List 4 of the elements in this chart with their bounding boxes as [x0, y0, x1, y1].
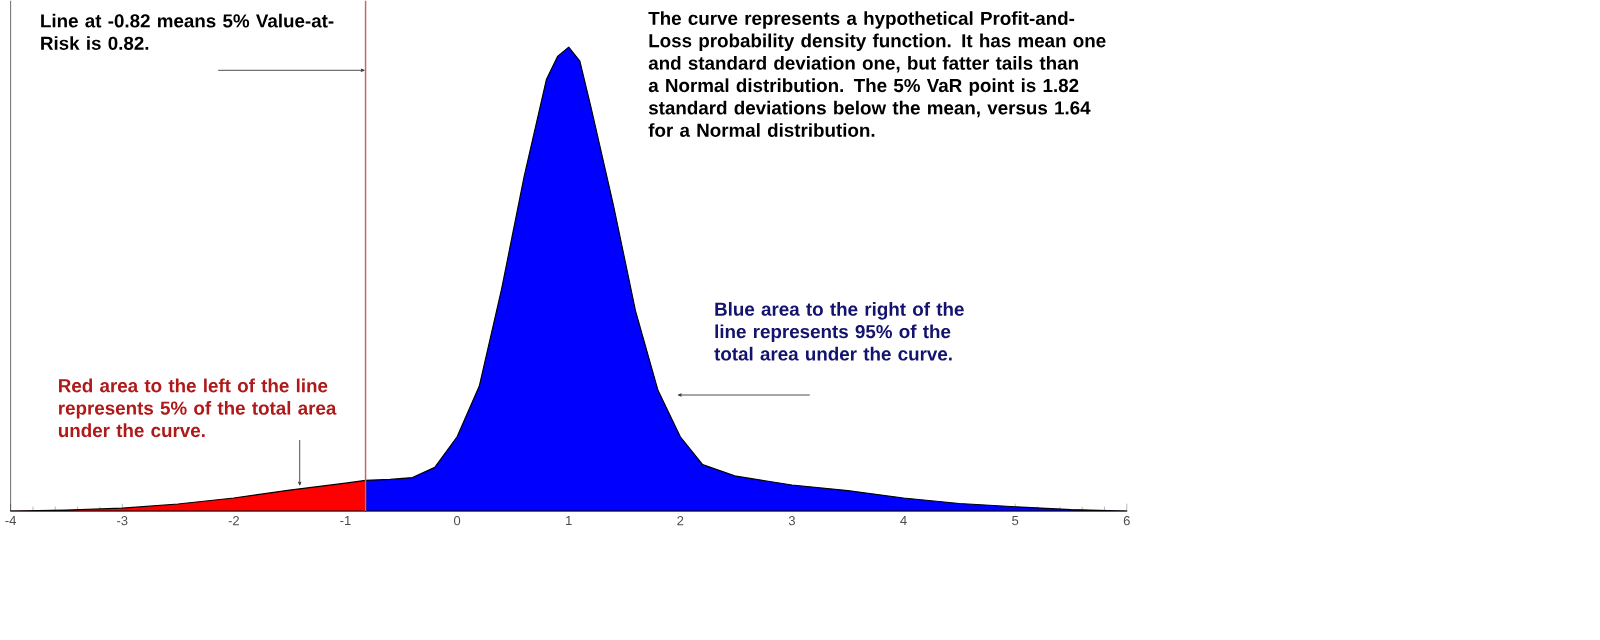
annotation: The curve represents a hypothetical Profit-and-Loss probability density function. It has mean one and standard deviation one, but fatter tails than a Normal distribution. The 5% VaR point is 1.82 standard deviations below the mean, versus 1.64 for a Normal distribution. [648, 10, 1106, 137]
annotation: Line at -0.82 means 5% Value-at-Risk is 0.82. [41, 13, 334, 50]
annotation: Red area to the left of the line represents 5% of the total area under the curve. [58, 378, 337, 437]
annotation: Blue area to the right of the line represents 95% of the total area under the curve. [714, 301, 964, 361]
